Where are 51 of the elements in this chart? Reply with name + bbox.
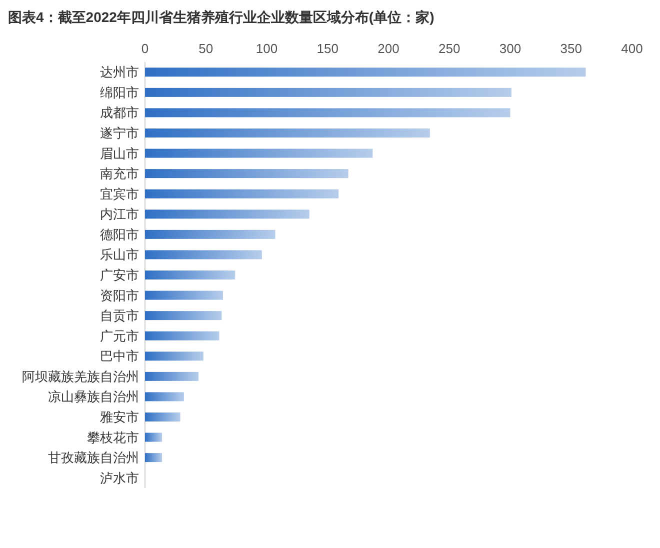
bar [145,432,162,442]
y-tick-label: 绵阳市 [100,84,139,100]
bar [145,290,223,300]
bar [145,270,236,280]
y-tick-label: 阿坝藏族羌族自治州 [22,368,139,384]
y-tick-label: 雅安市 [100,410,139,424]
y-tick-label: 自贡市 [100,308,139,324]
bar [145,108,510,118]
x-tick-label: 200 [378,41,400,56]
bar [145,453,162,462]
y-tick-label: 凉山彝族自治州 [48,389,139,404]
y-tick-label: 广元市 [100,328,139,344]
bar [145,169,348,178]
bar [145,331,220,340]
bar [145,128,430,138]
bar [145,311,222,320]
bar [145,392,184,402]
y-tick-label: 眉山市 [100,146,139,161]
y-tick-label: 达州市 [100,64,139,80]
y-tick-label: 攀枝花市 [87,430,139,445]
y-tick-label: 乐山市 [100,247,139,262]
y-tick-label: 成都市 [100,105,139,120]
bar [145,250,262,260]
y-tick-label: 泸水市 [100,470,139,486]
x-tick-label: 150 [316,41,338,56]
bar [145,412,180,422]
y-tick-label: 南充市 [100,166,139,182]
bar [145,352,204,361]
x-tick-label: 250 [438,41,460,56]
bar [145,372,199,381]
bar [145,88,512,97]
y-tick-label: 广安市 [100,268,139,282]
y-tick-label: 德阳市 [100,226,139,242]
bar [145,230,276,239]
y-tick-label: 内江市 [100,206,139,222]
y-tick-label: 宜宾市 [100,186,139,202]
y-tick-label: 遂宁市 [100,126,139,140]
x-tick-label: 400 [621,41,643,56]
chart-title: 图表4：截至2022年四川省生猪养殖行业企业数量区域分布(单位：家) [8,9,434,25]
x-tick-label: 50 [198,41,214,56]
bar [145,68,586,77]
bar [145,210,310,219]
x-tick-label: 0 [141,41,149,56]
bar [145,148,373,158]
x-tick-label: 100 [256,41,278,56]
y-tick-label: 资阳市 [100,288,139,303]
x-tick-label: 300 [499,41,522,56]
bar [145,189,339,198]
x-tick-label: 350 [560,41,582,56]
y-tick-label: 巴中市 [100,348,139,364]
y-tick-label: 甘孜藏族自治州 [48,450,139,466]
